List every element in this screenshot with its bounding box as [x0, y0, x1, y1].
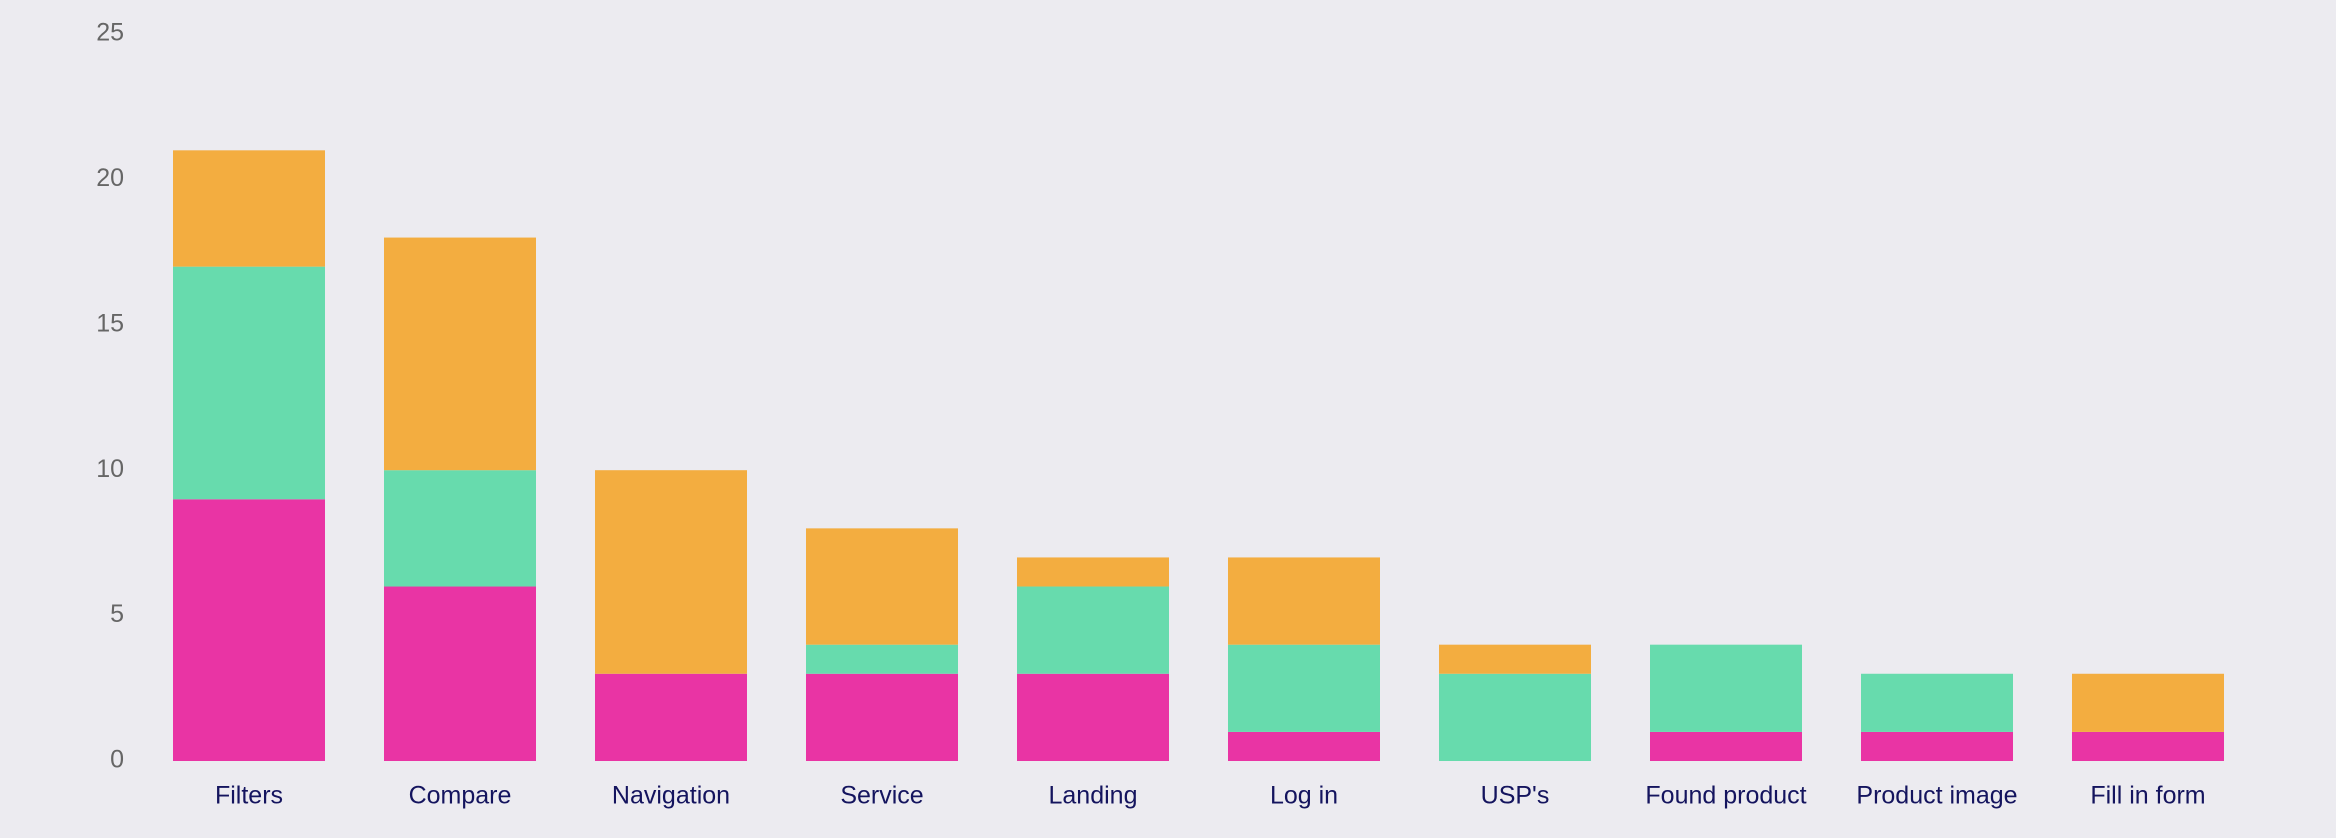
bar-segment — [173, 266, 325, 500]
bar-segment — [384, 237, 536, 471]
x-tick-label: Log in — [1270, 782, 1338, 810]
bar-segment — [173, 499, 325, 761]
bar-segment — [1228, 644, 1380, 732]
y-tick-label: 10 — [96, 455, 124, 483]
bar-segment — [1017, 586, 1169, 674]
x-tick-label: Compare — [409, 782, 512, 810]
bar-segment — [806, 528, 958, 645]
x-tick-label: Service — [840, 782, 923, 810]
y-tick-label: 25 — [96, 19, 124, 47]
y-tick-label: 20 — [96, 164, 124, 192]
bar-segment — [806, 644, 958, 674]
bar-segment — [1228, 731, 1380, 761]
bar-segment — [1228, 557, 1380, 645]
bar-segment — [595, 673, 747, 761]
bar-segment — [1861, 731, 2013, 761]
bar-segment — [2072, 673, 2224, 732]
bar-segment — [1017, 673, 1169, 761]
x-tick-label: Navigation — [612, 782, 730, 810]
bar-segment — [1439, 673, 1591, 761]
bar-segment — [173, 150, 325, 267]
x-tick-label: Product image — [1856, 782, 2017, 810]
y-tick-label: 0 — [110, 746, 124, 774]
bar-segment — [595, 470, 747, 674]
x-tick-label: USP's — [1481, 782, 1550, 810]
x-tick-label: Found product — [1645, 782, 1806, 810]
bar-segment — [384, 470, 536, 587]
x-tick-label: Fill in form — [2090, 782, 2205, 810]
y-tick-label: 15 — [96, 309, 124, 337]
bar-segment — [1650, 731, 1802, 761]
x-tick-label: Landing — [1049, 782, 1138, 810]
x-tick-label: Filters — [215, 782, 283, 810]
bar-segment — [1861, 673, 2013, 732]
bar-segment — [384, 586, 536, 761]
bar-segment — [1650, 644, 1802, 732]
bar-segment — [806, 673, 958, 761]
bar-segment — [1439, 644, 1591, 674]
y-tick-label: 5 — [110, 600, 124, 628]
bar-segment — [1017, 557, 1169, 587]
bar-segment — [2072, 731, 2224, 761]
